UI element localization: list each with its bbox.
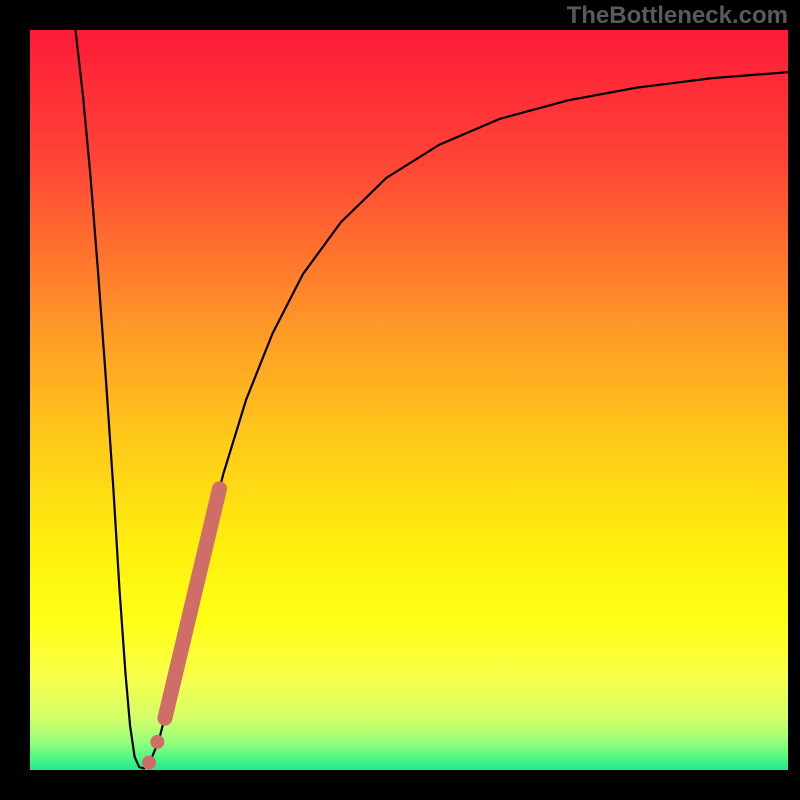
chart-svg — [30, 30, 788, 770]
highlight-dot — [142, 756, 156, 770]
highlight-dot — [150, 735, 164, 749]
highlight-segment — [165, 489, 220, 718]
plot-area — [30, 30, 788, 770]
watermark-text: TheBottleneck.com — [567, 2, 788, 30]
